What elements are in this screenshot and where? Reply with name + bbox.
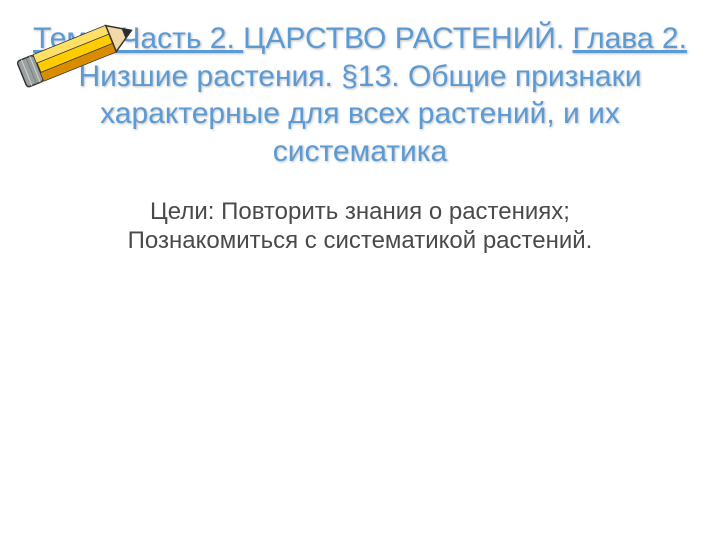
slide-body: Цели: Повторить знания о растениях; Позн…: [10, 198, 710, 256]
body-line-2: Познакомиться с систематикой растений.: [90, 227, 630, 256]
title-seg-chapter: Глава 2.: [573, 22, 687, 55]
slide: Тема: Часть 2. ЦАРСТВО РАСТЕНИЙ. Глава 2…: [0, 0, 720, 540]
pencil-graphic: [8, 8, 148, 98]
body-line-1: Цели: Повторить знания о растениях;: [90, 198, 630, 227]
title-seg-kingdom: ЦАРСТВО РАСТЕНИЙ.: [243, 22, 572, 55]
title-seg-rest: Низшие растения. §13. Общие признаки хар…: [79, 60, 642, 168]
